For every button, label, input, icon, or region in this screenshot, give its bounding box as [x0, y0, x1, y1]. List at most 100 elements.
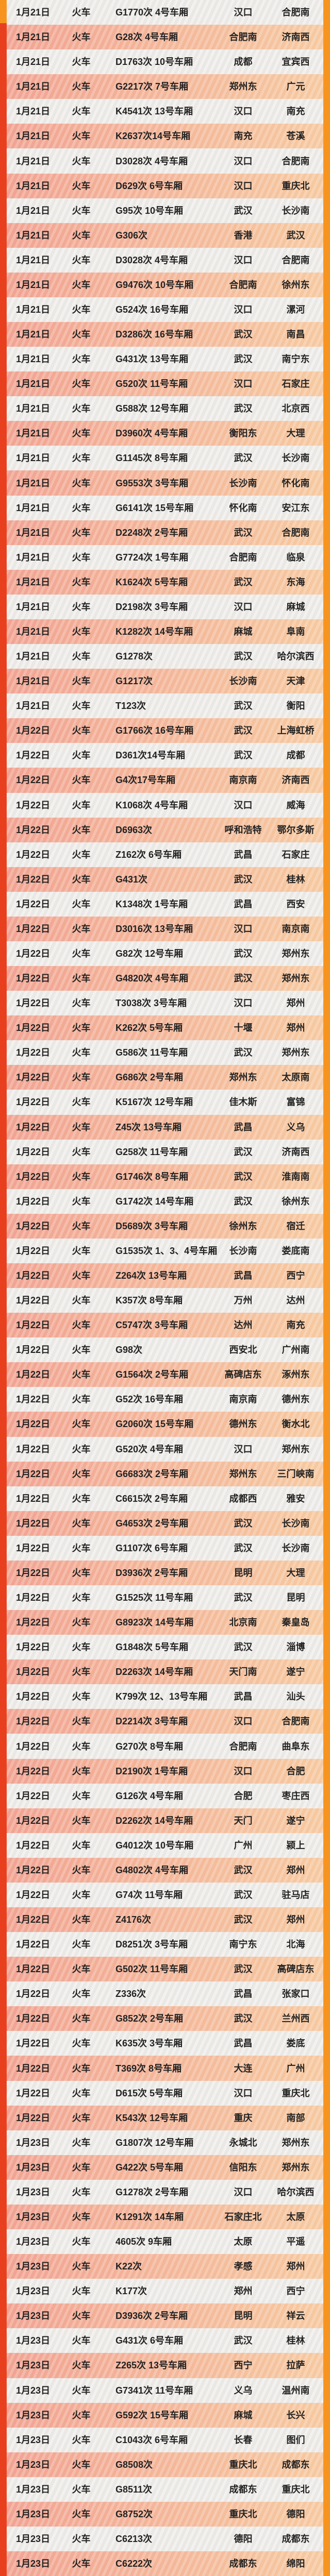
cell-date: 1月22日	[16, 1642, 51, 1653]
cell-train-and-carriage: G1766次 16号车厢	[116, 725, 194, 736]
cell-origin-station: 汉口	[234, 1716, 253, 1727]
table-row: 1月21日 火车 G1217次 长沙南 天津	[7, 669, 323, 694]
cell-date: 1月21日	[16, 279, 51, 290]
cell-transport-mode: 火车	[72, 2236, 91, 2247]
cell-train-and-carriage: C6615次 2号车厢	[116, 1493, 188, 1504]
cell-date: 1月22日	[16, 1617, 51, 1628]
table-row: 1月22日 火车 D6963次 呼和浩特 鄂尔多斯	[7, 817, 323, 842]
cell-transport-mode: 火车	[72, 824, 91, 835]
cell-origin-station: 麻城	[234, 626, 253, 637]
cell-train-and-carriage: K799次 12、13号车厢	[116, 1691, 208, 1702]
cell-date: 1月22日	[16, 1667, 51, 1677]
cell-date: 1月23日	[16, 2311, 51, 2321]
cell-destination-station: 石家庄	[282, 379, 310, 389]
cell-transport-mode: 火车	[72, 1642, 91, 1653]
cell-origin-station: 衡阳东	[229, 428, 257, 439]
cell-date: 1月22日	[16, 2063, 51, 2074]
cell-destination-station: 临泉	[286, 552, 305, 563]
cell-date: 1月23日	[16, 2335, 51, 2346]
cell-origin-station: 南宁东	[229, 1939, 257, 1950]
cell-origin-station: 长沙南	[229, 1245, 257, 1256]
cell-date: 1月22日	[16, 849, 51, 860]
table-row: 1月22日 火车 G270次 8号车厢 合肥南 曲阜东	[7, 1734, 323, 1759]
cell-train-and-carriage: G28次 4号车厢	[116, 32, 178, 43]
cell-date: 1月22日	[16, 1394, 51, 1405]
cell-train-and-carriage: G6683次 2号车厢	[116, 1468, 189, 1479]
cell-origin-station: 石家庄北	[224, 2211, 262, 2222]
cell-origin-station: 汉口	[234, 379, 253, 389]
cell-date: 1月22日	[16, 1790, 51, 1801]
cell-destination-station: 郑州东	[282, 948, 310, 959]
table-row: 1月21日 火车 G520次 11号车厢 汉口 石家庄	[7, 371, 323, 397]
cell-origin-station: 武汉	[234, 1171, 253, 1182]
cell-origin-station: 武汉	[234, 701, 253, 711]
cell-origin-station: 北京南	[229, 1617, 257, 1628]
table-row: 1月22日 火车 G6683次 2号车厢 郑州东 三门峡南	[7, 1461, 323, 1486]
cell-train-and-carriage: K543次 12号车厢	[116, 2112, 188, 2123]
cell-date: 1月21日	[16, 156, 51, 166]
table-row: 1月22日 火车 G82次 12号车厢 武汉 郑州东	[7, 941, 323, 967]
cell-transport-mode: 火车	[72, 1790, 91, 1801]
cell-train-and-carriage: G8508次	[116, 2459, 153, 2470]
cell-transport-mode: 火车	[72, 1567, 91, 1578]
cell-destination-station: 长沙南	[282, 1518, 310, 1529]
cell-transport-mode: 火车	[72, 2360, 91, 2371]
cell-transport-mode: 火车	[72, 651, 91, 662]
table-row: 1月23日 火车 C1043次 6号车厢 长春 图们	[7, 2427, 323, 2452]
cell-train-and-carriage: D3028次 4号车厢	[116, 255, 188, 265]
cell-transport-mode: 火车	[72, 577, 91, 587]
cell-date: 1月23日	[16, 2534, 51, 2544]
table-row: 1月21日 火车 K1624次 5号车厢 武汉 东海	[7, 569, 323, 595]
table-row: 1月23日 火车 Z265次 13号车厢 西宁 拉萨	[7, 2353, 323, 2378]
table-row: 1月23日 火车 K1291次 14车厢 石家庄北 太原	[7, 2204, 323, 2230]
cell-origin-station: 昆明	[234, 1567, 253, 1578]
cell-destination-station: 温州南	[282, 2385, 310, 2396]
cell-train-and-carriage: D2190次 1号车厢	[116, 1766, 188, 1776]
cell-train-and-carriage: G4653次 2号车厢	[116, 1518, 189, 1529]
cell-transport-mode: 火车	[72, 2088, 91, 2098]
cell-origin-station: 合肥	[234, 1790, 253, 1801]
cell-train-and-carriage: G588次 12号车厢	[116, 403, 189, 414]
cell-destination-station: 哈尔滨西	[277, 651, 315, 662]
cell-date: 1月22日	[16, 1964, 51, 1975]
cell-destination-station: 郑州东	[282, 2137, 310, 2148]
cell-date: 1月22日	[16, 923, 51, 934]
cell-transport-mode: 火车	[72, 1047, 91, 1058]
cell-train-and-carriage: G74次 11号车厢	[116, 1889, 183, 1900]
cell-destination-station: 石家庄	[282, 849, 310, 860]
cell-destination-station: 德州东	[282, 1394, 310, 1405]
cell-origin-station: 武汉	[234, 1914, 253, 1925]
cell-destination-station: 曲阜东	[282, 1741, 310, 1752]
cell-date: 1月21日	[16, 552, 51, 563]
cell-destination-station: 重庆北	[282, 2484, 310, 2495]
cell-train-and-carriage: D615次 5号车厢	[116, 2088, 183, 2098]
cell-origin-station: 呼和浩特	[224, 824, 262, 835]
cell-train-and-carriage: C5747次 3号车厢	[116, 1320, 188, 1331]
cell-origin-station: 成都西	[229, 1493, 257, 1504]
cell-transport-mode: 火车	[72, 1741, 91, 1752]
cell-destination-station: 南部	[286, 2112, 305, 2123]
cell-transport-mode: 火车	[72, 1171, 91, 1182]
cell-transport-mode: 火车	[72, 1989, 91, 1999]
cell-date: 1月22日	[16, 1815, 51, 1826]
cell-origin-station: 怀化南	[229, 502, 257, 513]
cell-transport-mode: 火车	[72, 626, 91, 637]
cell-origin-station: 香港	[234, 230, 253, 241]
cell-train-and-carriage: G1107次 6号车厢	[116, 1543, 188, 1553]
cell-destination-station: 绵阳	[286, 2558, 305, 2569]
cell-date: 1月21日	[16, 676, 51, 687]
cell-date: 1月22日	[16, 1889, 51, 1900]
cell-transport-mode: 火车	[72, 1964, 91, 1975]
cell-destination-station: 高碑店东	[277, 1964, 315, 1975]
cell-origin-station: 武汉	[234, 1146, 253, 1157]
cell-transport-mode: 火车	[72, 899, 91, 909]
table-row: 1月22日 火车 G4802次 4号车厢 武汉 郑州	[7, 1857, 323, 1883]
table-row: 1月22日 火车 Z45次 13号车厢 武昌 义乌	[7, 1114, 323, 1140]
cell-destination-station: 长沙南	[282, 205, 310, 216]
table-row: 1月22日 火车 K357次 8号车厢 万州 达州	[7, 1288, 323, 1313]
cell-date: 1月22日	[16, 1741, 51, 1752]
cell-destination-station: 秦皇岛	[282, 1617, 310, 1628]
cell-origin-station: 郑州东	[229, 81, 257, 92]
table-row: 1月22日 火车 D3936次 2号车厢 昆明 大理	[7, 1560, 323, 1585]
cell-train-and-carriage: G52次 16号车厢	[116, 1394, 184, 1405]
